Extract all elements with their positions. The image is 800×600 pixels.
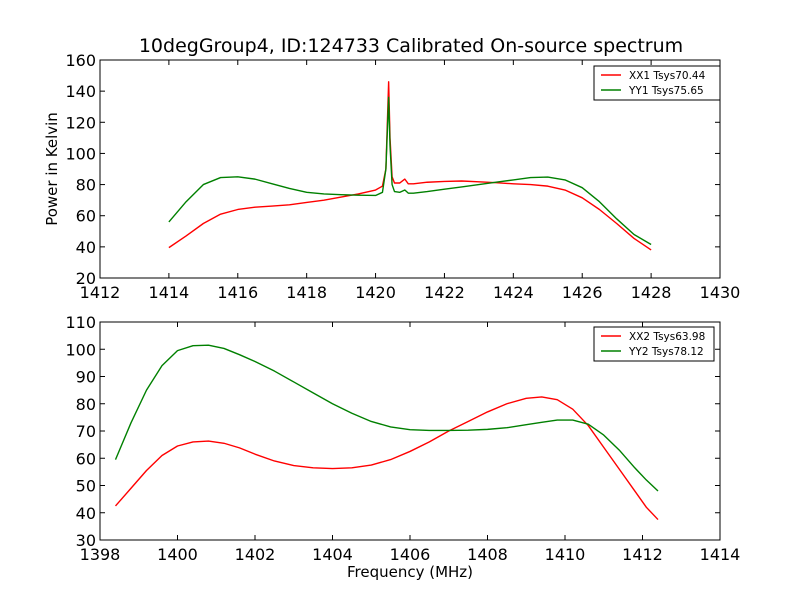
- legend-label: XX2 Tsys63.98: [629, 331, 705, 343]
- y-tick-label: 40: [76, 238, 96, 257]
- legend-box: [593, 65, 721, 101]
- series-line-1: [168, 81, 652, 251]
- y-tick-label: 60: [76, 449, 96, 468]
- series-line-1: [114, 396, 659, 521]
- x-tick-label: 1418: [286, 283, 327, 302]
- y-tick-label: 110: [65, 313, 96, 332]
- y-tick-label: 100: [65, 340, 96, 359]
- y-tick-label: 160: [65, 51, 96, 70]
- y-tick-label: 100: [65, 144, 96, 163]
- x-tick-label: 1420: [355, 283, 396, 302]
- x-tick-label: 1416: [217, 283, 258, 302]
- y-tick-label: 90: [76, 368, 96, 387]
- x-tick-label: 1426: [562, 283, 603, 302]
- y-tick-label: 140: [65, 82, 96, 101]
- top-plot: 1412 1414 1416 1418 1420 1422 1424 1426 1428 1430…: [43, 51, 740, 302]
- series-line-2: [168, 96, 652, 246]
- y-tick-label: 20: [76, 269, 96, 288]
- series-line-2: [114, 344, 659, 492]
- legend-label: XX1 Tsys70.44: [629, 70, 706, 82]
- y-tick-label: 80: [76, 395, 96, 414]
- y-tick-label: 30: [76, 531, 96, 550]
- legend-box: [593, 326, 715, 362]
- legend: XX1 Tsys70.44 YY1 Tsys75.65: [593, 65, 721, 101]
- x-tick-label: 1412: [80, 283, 121, 302]
- x-tick-label: 1414: [700, 545, 741, 564]
- x-tick-label: 1422: [424, 283, 465, 302]
- plot-lines: [168, 81, 652, 251]
- x-tick-label: 1406: [390, 545, 431, 564]
- legend: XX2 Tsys63.98 YY2 Tsys78.12: [593, 326, 715, 362]
- x-tick-label: 1402: [235, 545, 276, 564]
- y-tick-label: 80: [76, 176, 96, 195]
- y-axis-title: Power in Kelvin: [43, 112, 61, 226]
- x-tick-label: 1408: [467, 545, 508, 564]
- y-tick-label: 50: [76, 477, 96, 496]
- x-tick-label: 1414: [149, 283, 190, 302]
- figure-title: 10degGroup4, ID:124733 Calibrated On-sou…: [139, 35, 683, 57]
- x-tick-label: 1410: [545, 545, 586, 564]
- y-tick-label: 70: [76, 422, 96, 441]
- x-tick-label: 1398: [80, 545, 121, 564]
- plot-lines: [114, 344, 659, 521]
- x-tick-label: 1430: [700, 283, 741, 302]
- x-tick-label: 1428: [631, 283, 672, 302]
- y-tick-label: 40: [76, 504, 96, 523]
- x-axis-title: Frequency (MHz): [347, 563, 473, 581]
- y-tick-label: 60: [76, 207, 96, 226]
- bottom-plot: 1398 1400 1402 1404 1406 1408 1410 1412 1414 30 40…: [65, 313, 740, 581]
- legend-label: YY2 Tsys78.12: [628, 346, 704, 358]
- x-tick-label: 1412: [622, 545, 663, 564]
- x-tick-label: 1400: [157, 545, 198, 564]
- axes-frame: [99, 59, 721, 279]
- x-tick-label: 1404: [312, 545, 353, 564]
- y-tick-label: 120: [65, 113, 96, 132]
- legend-label: YY1 Tsys75.65: [628, 85, 704, 97]
- x-tick-label: 1424: [493, 283, 534, 302]
